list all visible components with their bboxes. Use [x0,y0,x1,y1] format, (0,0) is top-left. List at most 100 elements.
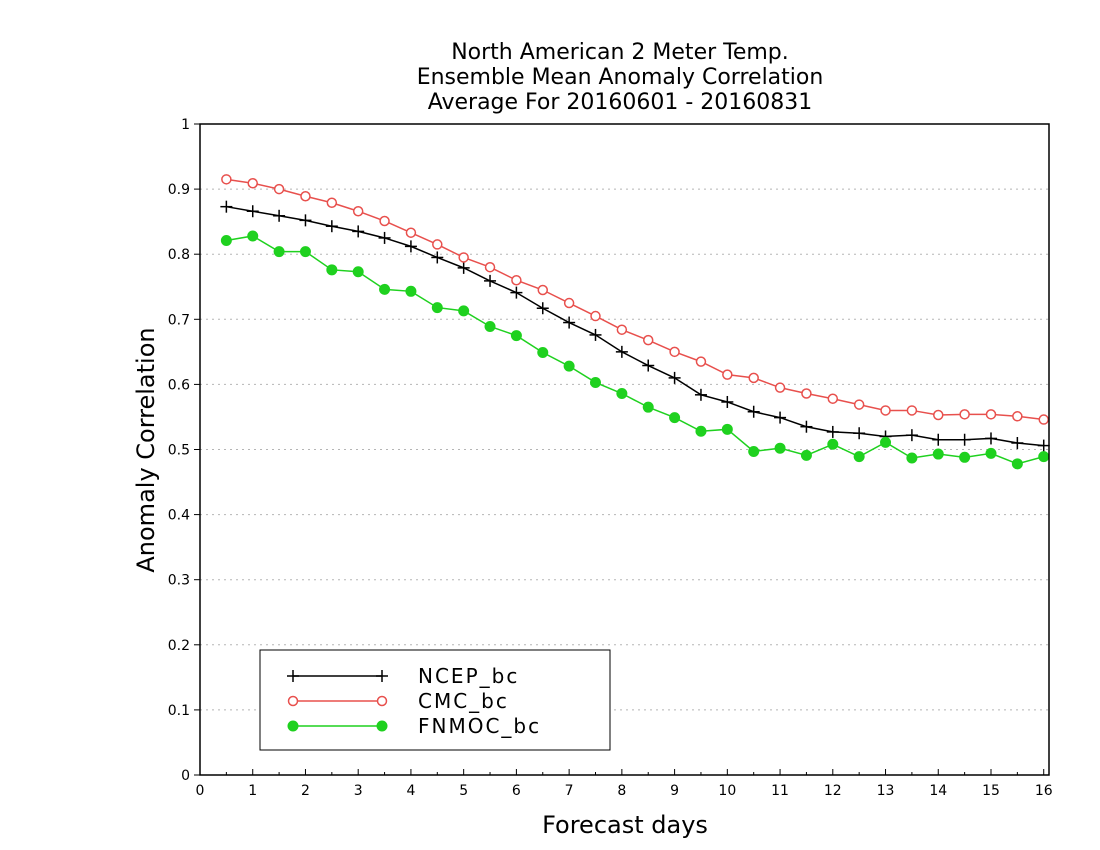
legend-marker [376,720,388,732]
data-point-cmc-bc [695,356,707,367]
data-point-cmc-bc [511,274,522,286]
data-point-fnmoc-bc [326,264,338,276]
y-tick-label: 0.4 [168,508,190,524]
data-point-ncep-bc [642,359,655,372]
x-tick-label: 2 [301,783,310,799]
data-point-fnmoc-bc [537,347,549,359]
data-point-fnmoc-bc [273,246,285,258]
data-point-fnmoc-bc [906,452,918,464]
data-point-ncep-bc [589,328,602,341]
data-point-ncep-bc [694,388,707,401]
x-tick-label: 3 [354,783,363,799]
data-point-fnmoc-bc [800,449,812,461]
data-point-cmc-bc [432,239,443,250]
data-point-fnmoc-bc [458,305,470,317]
y-tick-label: 0 [181,768,190,784]
data-point-fnmoc-bc [563,360,575,372]
y-axis-label: Anomaly Correlation [132,327,160,572]
data-point-cmc-bc [906,405,918,416]
data-point-cmc-bc [458,252,469,263]
data-point-ncep-bc [1037,439,1050,452]
data-point-fnmoc-bc [299,246,311,258]
chart-title-line-3: Average For 20160601 - 20160831 [428,90,813,115]
data-point-fnmoc-bc [484,320,496,332]
data-point-fnmoc-bc [932,448,944,460]
data-point-fnmoc-bc [431,302,443,314]
legend-box [259,649,611,751]
data-point-ncep-bc [431,251,444,264]
x-tick-label: 9 [670,783,679,799]
data-point-fnmoc-bc [589,376,601,388]
data-point-ncep-bc [352,225,365,238]
data-point-ncep-bc [721,395,734,408]
data-point-fnmoc-bc [1038,451,1050,463]
data-point-fnmoc-bc [880,436,892,448]
data-point-cmc-bc [326,197,338,209]
legend-marker [287,720,299,732]
data-point-fnmoc-bc [853,451,865,463]
data-point-ncep-bc [747,405,760,418]
x-tick-label: 11 [771,783,789,799]
data-point-ncep-bc [774,411,787,424]
data-point-cmc-bc [1038,414,1049,425]
data-point-ncep-bc [668,371,681,384]
y-tick-label: 0.1 [168,703,190,719]
data-point-fnmoc-bc [827,438,839,450]
x-tick-label: 15 [982,783,1000,799]
x-tick-label: 6 [512,783,521,799]
axis-ticks: 00.10.20.30.40.50.60.70.80.910 1 2 3 4 5 6 7 8 9 1… [168,117,1053,799]
data-point-cmc-bc [563,297,575,309]
data-point-fnmoc-bc [669,412,681,424]
data-point-cmc-bc [880,405,891,416]
legend-marker [376,695,388,707]
data-point-cmc-bc [537,284,549,296]
x-tick-label: 4 [406,783,415,799]
data-point-ncep-bc [800,420,813,433]
x-tick-label: 0 [196,783,205,799]
data-point-cmc-bc [642,334,654,346]
data-point-ncep-bc [1011,436,1024,449]
x-tick-label: 13 [877,783,895,799]
data-point-fnmoc-bc [247,230,259,242]
data-point-ncep-bc [484,274,497,287]
data-point-ncep-bc [536,302,549,315]
data-point-fnmoc-bc [616,388,628,400]
data-point-ncep-bc [984,432,997,445]
data-point-fnmoc-bc [985,447,997,459]
data-point-fnmoc-bc [405,285,417,297]
data-point-ncep-bc [325,220,338,233]
series-line-cmc-bc [226,178,1044,421]
x-tick-label: 10 [718,783,736,799]
y-tick-label: 0.7 [168,312,190,328]
data-point-cmc-bc [959,409,970,420]
data-point-fnmoc-bc [748,445,760,457]
data-point-cmc-bc [484,261,496,273]
data-point-cmc-bc [801,388,812,399]
legend-label: CMC_bc [418,689,509,713]
legend-marker [376,670,388,682]
data-point-ncep-bc [958,433,971,446]
data-point-ncep-bc [378,231,391,244]
data-point-ncep-bc [905,429,918,442]
data-point-fnmoc-bc [352,266,364,278]
data-point-cmc-bc [247,177,258,189]
data-point-ncep-bc [853,427,866,440]
data-point-cmc-bc [985,409,997,420]
data-point-fnmoc-bc [510,330,522,342]
y-tick-label: 0.9 [168,182,190,198]
legend-label: FNMOC_bc [418,714,541,738]
y-tick-label: 1 [181,117,190,133]
data-point-ncep-bc [563,316,576,329]
x-tick-label: 7 [565,783,574,799]
x-tick-label: 16 [1035,783,1053,799]
data-point-fnmoc-bc [959,451,971,463]
x-tick-label: 12 [824,783,842,799]
data-point-cmc-bc [352,205,364,217]
data-point-fnmoc-bc [774,442,786,454]
data-point-cmc-bc [669,346,680,358]
data-point-ncep-bc [615,345,628,358]
data-point-ncep-bc [273,209,286,222]
data-point-cmc-bc [853,399,865,410]
